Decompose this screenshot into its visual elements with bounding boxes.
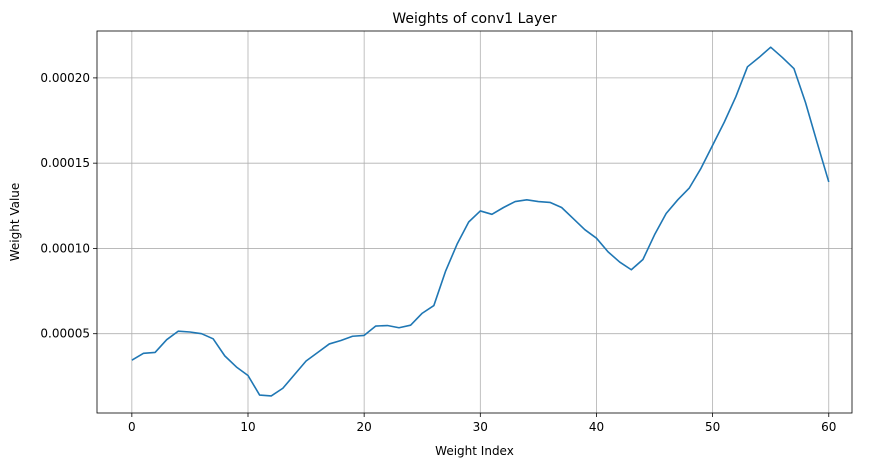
x-tick-label: 0 <box>128 420 136 434</box>
axis-ticks: 0 10 20 30 40 50 60 0.00005 0.00010 0.00015 0.0002… <box>40 71 836 434</box>
y-tick-label: 0.00015 <box>40 156 90 170</box>
grid-lines <box>97 31 852 413</box>
y-axis-label: Weight Value <box>8 183 22 262</box>
series-line <box>131 46 830 397</box>
chart-title: Weights of conv1 Layer <box>392 11 557 27</box>
x-tick-label: 60 <box>821 420 836 434</box>
x-tick-label: 40 <box>589 420 604 434</box>
x-tick-label: 10 <box>240 420 255 434</box>
x-axis-label: Weight Index <box>435 444 514 458</box>
x-tick-label: 50 <box>705 420 720 434</box>
plot-frame <box>96 30 853 414</box>
y-tick-label: 0.00020 <box>40 71 90 85</box>
series-layer <box>131 46 830 397</box>
x-tick-label: 20 <box>357 420 372 434</box>
y-tick-label: 0.00005 <box>40 327 90 341</box>
x-tick-label: 30 <box>473 420 488 434</box>
plot-border <box>96 30 853 414</box>
y-tick-label: 0.00010 <box>40 241 90 255</box>
